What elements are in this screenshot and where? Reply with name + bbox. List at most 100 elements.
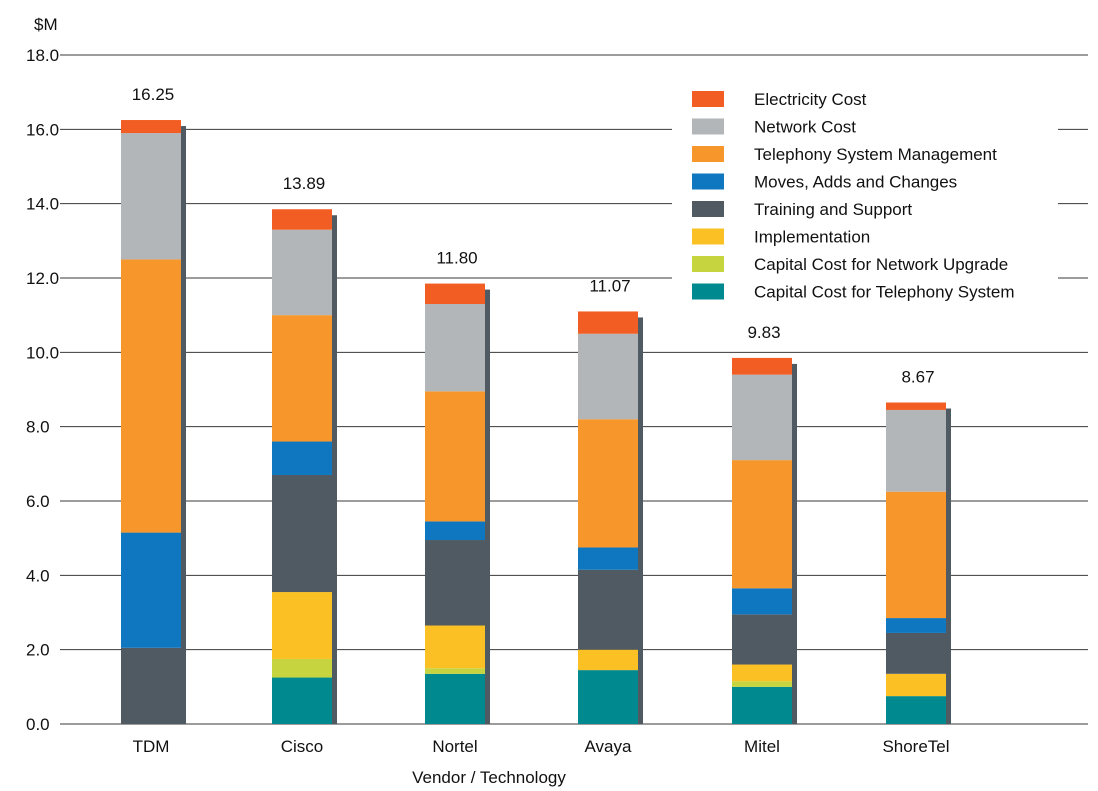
bar-segment xyxy=(886,618,946,633)
total-label: 16.25 xyxy=(132,85,175,104)
bar-segment xyxy=(578,419,638,548)
bar-segment xyxy=(578,649,638,671)
bar-segment xyxy=(121,647,181,724)
legend-swatch xyxy=(692,118,724,135)
bar-stack-shoretel xyxy=(886,402,951,724)
bar-stack-avaya xyxy=(578,311,643,724)
bar-segment xyxy=(732,357,792,375)
y-tick-label: 0.0 xyxy=(26,715,50,734)
x-axis-title: Vendor / Technology xyxy=(412,768,566,787)
bar-shadow xyxy=(946,408,951,724)
bar-segment xyxy=(886,632,946,674)
bar-shadow xyxy=(792,363,797,724)
bar-segment xyxy=(886,402,946,410)
bar-segment xyxy=(732,374,792,461)
y-tick-label: 16.0 xyxy=(26,120,59,139)
total-labels: 16.25 13.89 11.80 11.07 9.83 8.67 xyxy=(132,85,935,386)
bar-segment xyxy=(732,614,792,665)
y-tick-label: 2.0 xyxy=(26,641,50,660)
bar-shadow xyxy=(485,289,490,724)
total-label: 13.89 xyxy=(283,174,326,193)
bar-segment xyxy=(272,658,332,678)
legend-label: Moves, Adds and Changes xyxy=(754,173,957,192)
bar-segment xyxy=(425,391,485,522)
legend-swatch xyxy=(692,256,724,272)
bar-stack-nortel xyxy=(425,283,490,724)
bar-segment xyxy=(121,259,181,533)
bar-segment xyxy=(425,673,485,724)
bar-segment xyxy=(121,532,181,648)
bar-stack-tdm xyxy=(121,120,186,724)
bar-segment xyxy=(732,664,792,682)
bar-segment xyxy=(272,474,332,593)
bar-segment xyxy=(886,696,946,724)
x-tick-label: Avaya xyxy=(585,737,632,756)
bar-segment xyxy=(732,460,792,589)
legend-label: Capital Cost for Telephony System xyxy=(754,283,1014,302)
bar-shadow xyxy=(181,126,186,724)
bar-segment xyxy=(272,315,332,442)
bars-group xyxy=(121,120,951,724)
bar-segment xyxy=(578,547,638,570)
legend-swatch xyxy=(692,173,724,190)
bar-segment xyxy=(272,209,332,230)
bar-segment xyxy=(272,677,332,724)
x-tick-label: TDM xyxy=(133,737,170,756)
legend-label: Training and Support xyxy=(754,200,912,219)
legend-label: Capital Cost for Network Upgrade xyxy=(754,255,1008,274)
legend-background xyxy=(672,82,1058,302)
bar-stack-cisco xyxy=(272,209,337,724)
bar-segment xyxy=(272,592,332,659)
y-tick-label: 14.0 xyxy=(26,195,59,214)
y-tick-label: 18.0 xyxy=(26,46,59,65)
y-tick-label: 12.0 xyxy=(26,269,59,288)
legend: Electricity Cost Network Cost Telephony Sy… xyxy=(672,82,1058,302)
y-tick-label: 10.0 xyxy=(26,343,59,362)
bar-segment xyxy=(272,229,332,316)
legend-label: Electricity Cost xyxy=(754,90,867,109)
bar-segment xyxy=(121,120,181,134)
x-tick-label: Cisco xyxy=(281,737,324,756)
bar-segment xyxy=(886,491,946,619)
legend-swatch xyxy=(692,283,724,300)
gridlines xyxy=(60,54,1088,725)
bar-shadow xyxy=(332,215,337,724)
legend-swatch xyxy=(692,146,724,162)
bar-stack-mitel xyxy=(732,357,797,724)
y-axis-ticks: 0.0 2.0 4.0 6.0 8.0 10.0 12.0 14.0 16.0 18.0 xyxy=(26,46,59,734)
total-label: 8.67 xyxy=(901,368,934,387)
bar-segment xyxy=(425,625,485,669)
total-label: 11.07 xyxy=(589,276,630,295)
total-label: 9.83 xyxy=(747,323,780,342)
y-tick-label: 4.0 xyxy=(26,566,50,585)
x-tick-label: ShoreTel xyxy=(882,737,949,756)
bar-segment xyxy=(121,133,181,260)
bar-segment xyxy=(425,304,485,392)
y-tick-label: 6.0 xyxy=(26,492,50,511)
bar-segment xyxy=(732,681,792,687)
legend-label: Telephony System Management xyxy=(754,145,997,164)
bar-segment xyxy=(886,673,946,697)
y-unit-label: $M xyxy=(34,15,58,34)
legend-swatch xyxy=(692,228,724,245)
bar-segment xyxy=(578,670,638,724)
bar-shadow xyxy=(638,317,643,724)
x-axis-ticks: TDM Cisco Nortel Avaya Mitel ShoreTel xyxy=(133,737,950,756)
bar-segment xyxy=(732,588,792,615)
total-label: 11.80 xyxy=(436,249,477,268)
bar-segment xyxy=(732,686,792,724)
y-tick-label: 8.0 xyxy=(26,418,50,437)
bar-segment xyxy=(272,441,332,475)
legend-swatch xyxy=(692,201,724,217)
bar-segment xyxy=(425,540,485,626)
bar-segment xyxy=(425,283,485,305)
bar-segment xyxy=(578,569,638,650)
bar-segment xyxy=(578,311,638,334)
legend-swatch xyxy=(692,91,724,107)
legend-label: Network Cost xyxy=(754,118,856,137)
bar-segment xyxy=(578,333,638,420)
bar-segment xyxy=(886,409,946,492)
legend-label: Implementation xyxy=(754,228,870,247)
x-tick-label: Mitel xyxy=(744,737,780,756)
